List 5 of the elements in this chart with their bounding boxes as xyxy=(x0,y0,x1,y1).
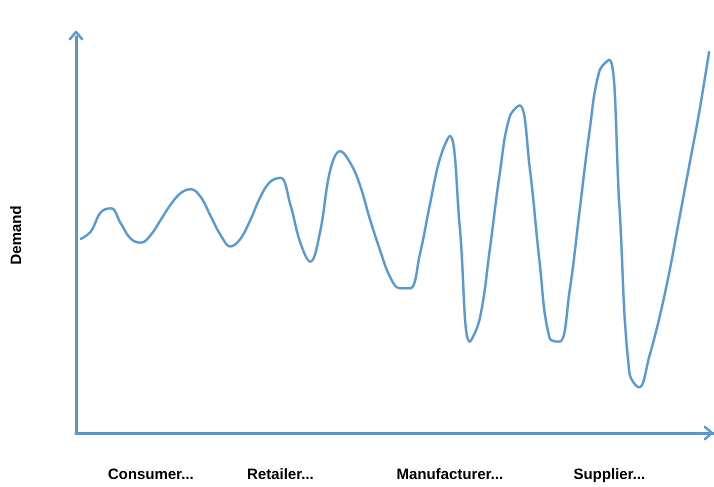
x-tick-label: Retailer... xyxy=(247,466,314,483)
x-tick-label: Consumer... xyxy=(108,466,194,483)
x-tick-label: Manufacturer... xyxy=(396,466,504,483)
y-axis-title: Demand xyxy=(8,205,25,265)
x-tick-label: Supplier... xyxy=(573,466,646,483)
